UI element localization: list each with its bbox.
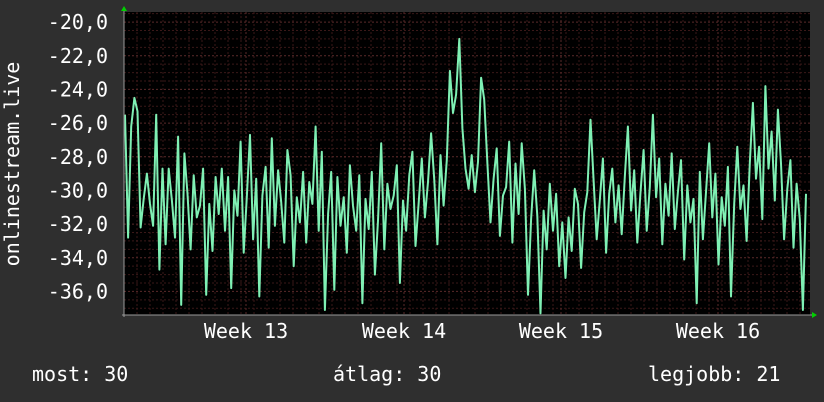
y-tick-label: -26,0 [48,111,108,135]
stat-average-value: 30 [417,362,442,386]
stat-current-label: most: [32,362,93,386]
x-tick-label: Week 15 [519,319,603,343]
x-tick-label: Week 16 [676,319,760,343]
y-tick-label: -30,0 [48,178,108,202]
series-line [124,37,807,315]
y-tick-label: -34,0 [48,246,108,270]
x-tick-label: Week 13 [204,319,288,343]
x-tick-label: Week 14 [362,319,446,343]
y-tick-label: -22,0 [48,44,108,68]
y-tick-label: -20,0 [48,10,108,34]
stat-best: legjobb: 21 [648,362,780,386]
y-tick-label: -28,0 [48,145,108,169]
y-axis-arrow [121,6,127,11]
y-tick-label: -32,0 [48,212,108,236]
stat-current: most: 30 [32,362,128,386]
stat-average: átlag: 30 [333,362,441,386]
stat-current-value: 30 [104,362,129,386]
y-tick-label: -24,0 [48,77,108,101]
x-axis-arrow [812,312,817,318]
y-axis-title: onlinestream.live [0,62,24,267]
stat-best-value: 21 [756,362,781,386]
stats-row: most: 30 átlag: 30 legjobb: 21 [0,362,824,386]
y-tick-label: -36,0 [48,279,108,303]
stat-best-label: legjobb: [648,362,745,386]
stat-average-label: átlag: [333,362,406,386]
